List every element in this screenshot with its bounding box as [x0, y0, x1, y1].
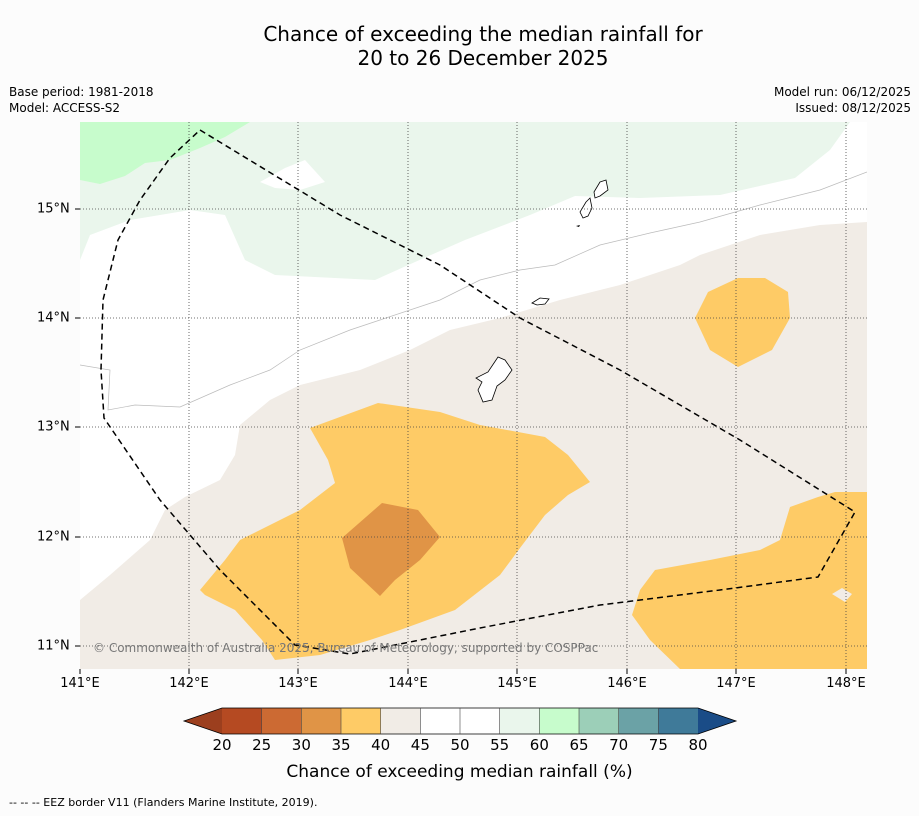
colorbar-tick-label: 45 — [410, 736, 430, 754]
colorbar-segment — [341, 708, 381, 734]
rota-island — [531, 297, 550, 306]
lon-label: 145°E — [497, 676, 537, 691]
colorbar-tick-label: 30 — [291, 736, 311, 754]
colorbar-tick-label: 35 — [331, 736, 351, 754]
base-period: Base period: 1981-2018 — [9, 85, 154, 99]
region-30-35 — [342, 503, 440, 596]
lat-label: 12°N — [37, 529, 70, 545]
colorbar-outline — [182, 707, 738, 735]
model-run: Model run: 06/12/2025 — [773, 85, 911, 99]
eez-legend: -- -- -- EEZ border V11 (Flanders Marine… — [9, 796, 318, 809]
x-axis-ticks — [79, 669, 847, 674]
lat-label: 15°N — [37, 201, 70, 217]
lat-label: 11°N — [37, 638, 70, 654]
colorbar-tick-label: 65 — [569, 736, 589, 754]
lon-label: 144°E — [388, 676, 428, 691]
colorbar-segment — [658, 708, 698, 734]
model-name: Model: ACCESS-S2 — [9, 101, 121, 115]
colorbar-segment — [380, 708, 421, 734]
region-55-60 — [80, 122, 850, 280]
colorbar-tick-label: 50 — [450, 736, 470, 754]
colorbar-tick-label: 20 — [212, 736, 232, 754]
colorbar-tick-label: 40 — [371, 736, 391, 754]
lon-label: 141°E — [60, 676, 100, 691]
meta-left: Base period: 1981-2018 Model: ACCESS-S2 — [9, 84, 154, 116]
guam-island — [475, 356, 513, 403]
colorbar-segment — [579, 708, 619, 734]
rainfall-map — [80, 122, 867, 669]
colorbar-segment — [460, 708, 500, 734]
title-line-2: 20 to 26 December 2025 — [357, 46, 609, 70]
colorbar-segment — [420, 708, 460, 734]
colorbar-label: Chance of exceeding median rainfall (%) — [286, 762, 633, 782]
lon-label: 148°E — [826, 676, 866, 691]
tinian-island — [579, 197, 593, 219]
lon-label: 142°E — [169, 676, 209, 691]
region-55-60-hole — [260, 160, 325, 190]
y-axis-ticks — [75, 208, 80, 647]
lat-label: 13°N — [37, 419, 70, 435]
saipan-island — [593, 179, 609, 199]
colorbar-segment — [222, 708, 262, 734]
colorbar-tick-label: 80 — [688, 736, 708, 754]
region-hole-se — [832, 588, 852, 602]
colorbar-segment — [301, 708, 341, 734]
region-35-40-southeast — [632, 492, 867, 669]
eez-border — [100, 129, 857, 655]
colorbar-segment — [261, 708, 302, 734]
colorbar-tick-label: 70 — [609, 736, 629, 754]
lon-label: 143°E — [278, 676, 318, 691]
colorbar-tick-label: 55 — [490, 736, 510, 754]
region-35-40-northeast — [695, 278, 790, 367]
copyright-text: © Commonwealth of Australia 2025, Bureau… — [93, 641, 599, 655]
colorbar-tick-label: 75 — [648, 736, 668, 754]
gridlines — [80, 122, 867, 669]
colorbar-tick-label: 60 — [529, 736, 549, 754]
colorbar-arrow-low — [184, 708, 222, 734]
aguijan-island — [576, 225, 580, 227]
contour-line-1 — [80, 171, 867, 411]
meta-right: Model run: 06/12/2025 Issued: 08/12/2025 — [774, 84, 911, 116]
issued-date: Issued: 08/12/2025 — [795, 101, 911, 115]
lon-label: 146°E — [607, 676, 647, 691]
lat-label: 14°N — [37, 310, 70, 326]
colorbar-segment — [539, 708, 579, 734]
colorbar-arrow-high — [698, 708, 736, 734]
colorbar-segment — [499, 708, 540, 734]
title-line-1: Chance of exceeding the median rainfall … — [263, 22, 703, 46]
colorbar-segment — [618, 708, 659, 734]
lon-label: 147°E — [716, 676, 756, 691]
map-title: Chance of exceeding the median rainfall … — [0, 22, 919, 70]
region-60-65 — [80, 122, 250, 184]
colorbar — [182, 707, 738, 735]
colorbar-tick-label: 25 — [252, 736, 272, 754]
